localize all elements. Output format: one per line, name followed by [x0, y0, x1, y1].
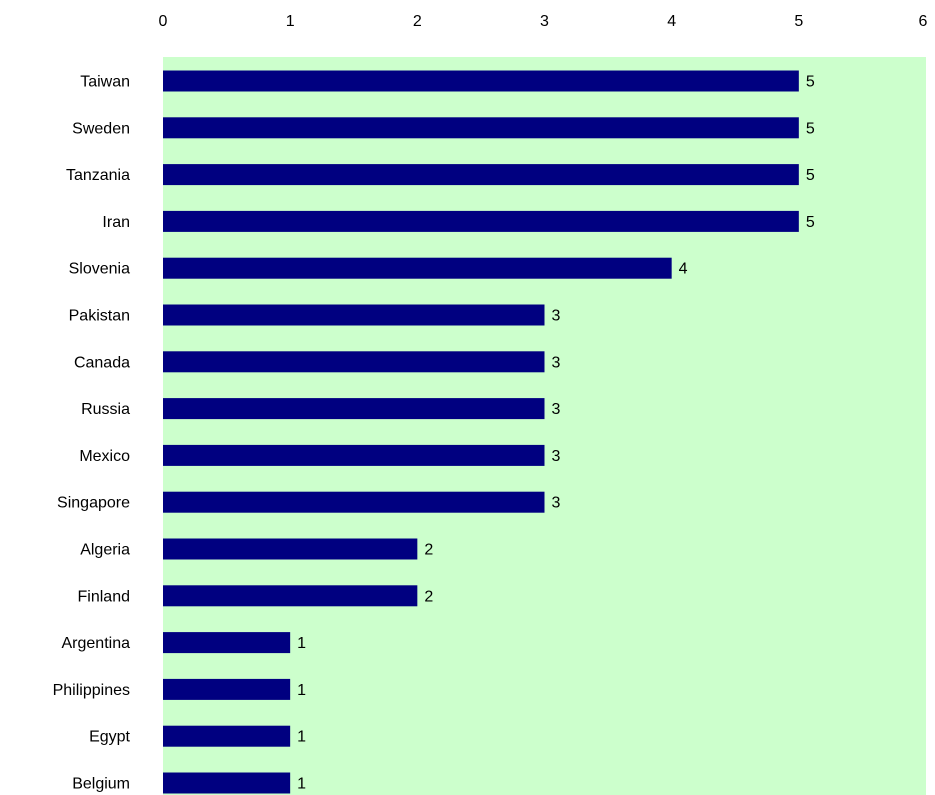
value-label: 1: [297, 729, 306, 746]
x-tick-label: 2: [413, 13, 422, 30]
x-tick-label: 6: [919, 13, 928, 30]
bar: [163, 351, 545, 373]
category-label: Singapore: [57, 495, 130, 512]
bar: [163, 632, 291, 654]
value-label: 2: [424, 588, 433, 605]
value-label: 3: [552, 354, 561, 371]
category-label: Russia: [81, 401, 130, 418]
bar: [163, 257, 672, 279]
value-label: 3: [552, 495, 561, 512]
bar: [163, 210, 799, 232]
x-axis-ticks: 0 1 2 3 4 5 6: [159, 13, 928, 30]
x-tick-label: 0: [159, 13, 168, 30]
value-label: 5: [806, 120, 815, 137]
bar: [163, 491, 545, 513]
bar: [163, 398, 545, 420]
category-label: Pakistan: [69, 308, 130, 325]
category-label: Philippines: [53, 682, 130, 699]
value-label: 2: [424, 542, 433, 559]
category-label: Mexico: [79, 448, 130, 465]
data-labels: 5 5 5 5 4 3 3 3 3 3 2 2 1 1 1 1: [297, 74, 815, 793]
bar: [163, 678, 291, 700]
bar: [163, 164, 799, 186]
value-label: 3: [552, 401, 561, 418]
bar: [163, 772, 291, 794]
category-label: Iran: [102, 214, 130, 231]
category-label: Egypt: [89, 729, 130, 746]
category-label: Slovenia: [69, 261, 130, 278]
value-label: 3: [552, 448, 561, 465]
bar: [163, 70, 799, 92]
category-labels: Taiwan Sweden Tanzania Iran Slovenia Pakistan…: [53, 74, 131, 793]
x-tick-label: 1: [286, 13, 295, 30]
value-label: 1: [297, 682, 306, 699]
value-label: 5: [806, 167, 815, 184]
bars: [163, 70, 799, 794]
bar: [163, 538, 418, 560]
category-label: Canada: [74, 354, 130, 371]
value-label: 3: [552, 308, 561, 325]
category-label: Argentina: [62, 635, 131, 652]
value-label: 1: [297, 776, 306, 793]
value-label: 5: [806, 74, 815, 91]
category-label: Taiwan: [80, 74, 130, 91]
bar: [163, 444, 545, 466]
x-tick-label: 4: [667, 13, 676, 30]
x-tick-label: 3: [540, 13, 549, 30]
category-label: Finland: [78, 588, 130, 605]
x-tick-label: 5: [794, 13, 803, 30]
bar: [163, 725, 291, 747]
bar: [163, 304, 545, 326]
value-label: 5: [806, 214, 815, 231]
bar: [163, 585, 418, 607]
value-label: 4: [679, 261, 688, 278]
category-label: Belgium: [72, 776, 130, 793]
category-label: Algeria: [80, 542, 130, 559]
bar: [163, 117, 799, 139]
category-label: Sweden: [72, 120, 130, 137]
category-label: Tanzania: [66, 167, 130, 184]
value-label: 1: [297, 635, 306, 652]
